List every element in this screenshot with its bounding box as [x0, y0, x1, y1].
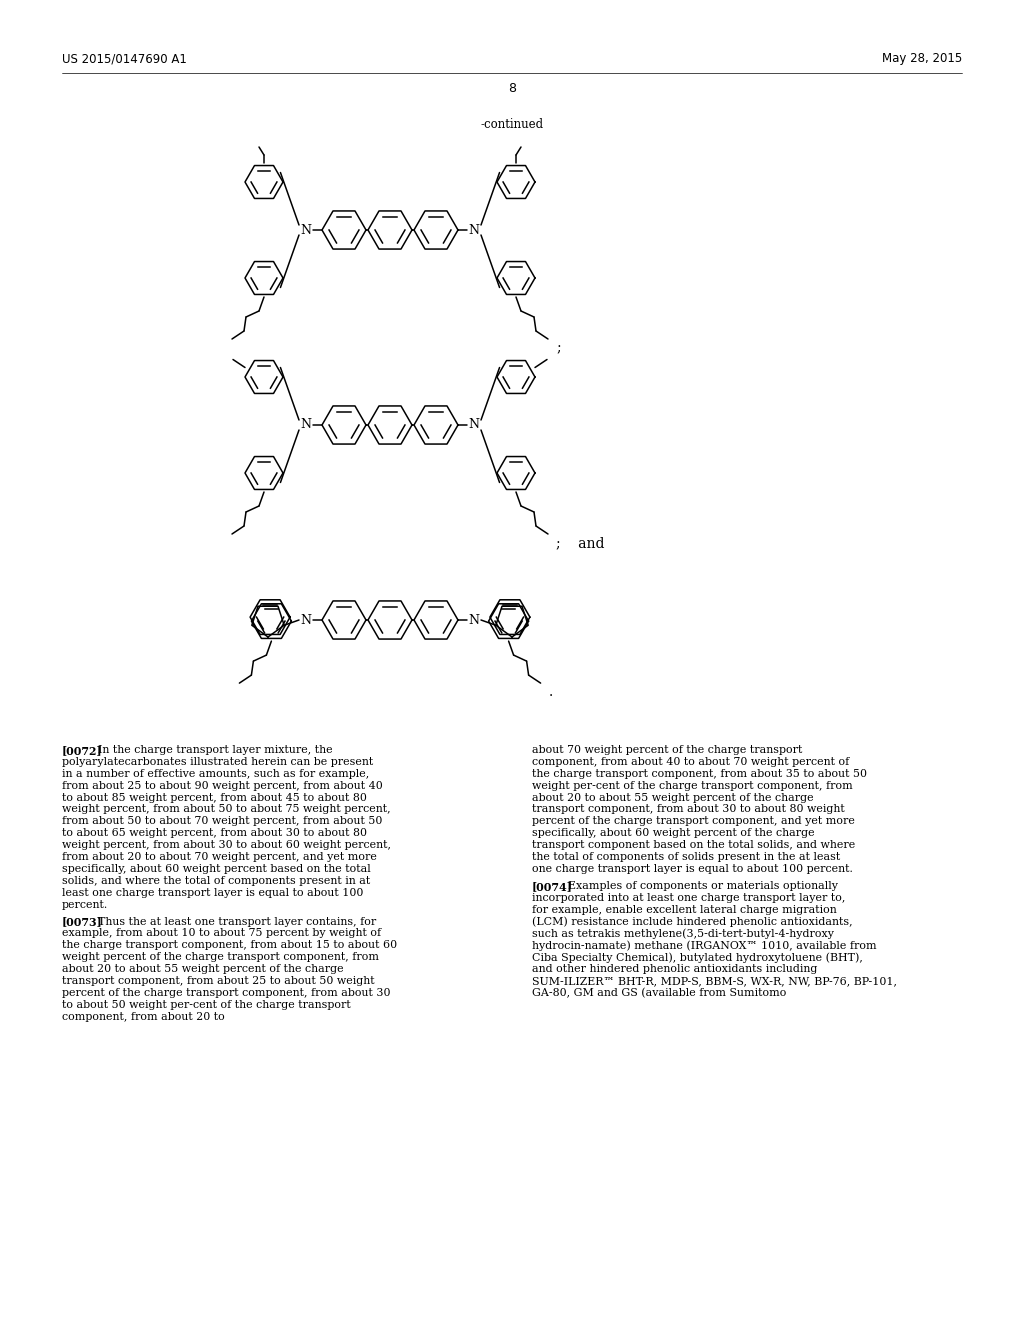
Text: percent.: percent. — [62, 900, 109, 909]
Text: one charge transport layer is equal to about 100 percent.: one charge transport layer is equal to a… — [532, 865, 853, 874]
Text: component, from about 20 to: component, from about 20 to — [62, 1012, 224, 1022]
Text: N: N — [300, 223, 311, 236]
Text: least one charge transport layer is equal to about 100: least one charge transport layer is equa… — [62, 888, 364, 898]
Text: .: . — [549, 685, 553, 700]
Text: [0074]: [0074] — [532, 880, 572, 892]
Text: transport component based on the total solids, and where: transport component based on the total s… — [532, 841, 855, 850]
Text: Thus the at least one transport layer contains, for: Thus the at least one transport layer co… — [98, 916, 376, 927]
Text: weight percent, from about 30 to about 60 weight percent,: weight percent, from about 30 to about 6… — [62, 841, 391, 850]
Text: [0073]: [0073] — [62, 916, 102, 928]
Text: percent of the charge transport component, and yet more: percent of the charge transport componen… — [532, 816, 855, 826]
Text: solids, and where the total of components present in at: solids, and where the total of component… — [62, 876, 371, 886]
Text: about 20 to about 55 weight percent of the charge: about 20 to about 55 weight percent of t… — [62, 964, 344, 974]
Text: the charge transport component, from about 35 to about 50: the charge transport component, from abo… — [532, 768, 867, 779]
Text: in a number of effective amounts, such as for example,: in a number of effective amounts, such a… — [62, 768, 370, 779]
Text: GA-80, GM and GS (available from Sumitomo: GA-80, GM and GS (available from Sumitom… — [532, 987, 786, 998]
Text: to about 65 weight percent, from about 30 to about 80: to about 65 weight percent, from about 3… — [62, 829, 367, 838]
Text: about 70 weight percent of the charge transport: about 70 weight percent of the charge tr… — [532, 744, 803, 755]
Text: percent of the charge transport component, from about 30: percent of the charge transport componen… — [62, 987, 390, 998]
Text: Ciba Specialty Chemical), butylated hydroxytoluene (BHT),: Ciba Specialty Chemical), butylated hydr… — [532, 952, 863, 962]
Text: from about 50 to about 70 weight percent, from about 50: from about 50 to about 70 weight percent… — [62, 816, 382, 826]
Text: and other hindered phenolic antioxidants including: and other hindered phenolic antioxidants… — [532, 964, 817, 974]
Text: May 28, 2015: May 28, 2015 — [882, 51, 962, 65]
Text: In the charge transport layer mixture, the: In the charge transport layer mixture, t… — [98, 744, 333, 755]
Text: N: N — [300, 418, 311, 432]
Text: ;    and: ; and — [556, 536, 604, 550]
Text: 8: 8 — [508, 82, 516, 95]
Text: specifically, about 60 weight percent of the charge: specifically, about 60 weight percent of… — [532, 829, 815, 838]
Text: hydrocin-namate) methane (IRGANOX™ 1010, available from: hydrocin-namate) methane (IRGANOX™ 1010,… — [532, 940, 877, 950]
Text: example, from about 10 to about 75 percent by weight of: example, from about 10 to about 75 perce… — [62, 928, 381, 939]
Text: to about 50 weight per-cent of the charge transport: to about 50 weight per-cent of the charg… — [62, 1001, 351, 1010]
Text: the charge transport component, from about 15 to about 60: the charge transport component, from abo… — [62, 940, 397, 950]
Text: from about 25 to about 90 weight percent, from about 40: from about 25 to about 90 weight percent… — [62, 780, 383, 791]
Text: transport component, from about 25 to about 50 weight: transport component, from about 25 to ab… — [62, 975, 375, 986]
Text: weight percent of the charge transport component, from: weight percent of the charge transport c… — [62, 952, 379, 962]
Text: for example, enable excellent lateral charge migration: for example, enable excellent lateral ch… — [532, 904, 837, 915]
Text: such as tetrakis methylene(3,5-di-tert-butyl-4-hydroxy: such as tetrakis methylene(3,5-di-tert-b… — [532, 928, 834, 939]
Text: from about 20 to about 70 weight percent, and yet more: from about 20 to about 70 weight percent… — [62, 853, 377, 862]
Text: the total of components of solids present in the at least: the total of components of solids presen… — [532, 853, 841, 862]
Text: N: N — [469, 614, 479, 627]
Text: SUM-ILIZER™ BHT-R, MDP-S, BBM-S, WX-R, NW, BP-76, BP-101,: SUM-ILIZER™ BHT-R, MDP-S, BBM-S, WX-R, N… — [532, 975, 897, 986]
Text: N: N — [300, 614, 311, 627]
Text: component, from about 40 to about 70 weight percent of: component, from about 40 to about 70 wei… — [532, 756, 849, 767]
Text: specifically, about 60 weight percent based on the total: specifically, about 60 weight percent ba… — [62, 865, 371, 874]
Text: -continued: -continued — [480, 117, 544, 131]
Text: (LCM) resistance include hindered phenolic antioxidants,: (LCM) resistance include hindered phenol… — [532, 916, 853, 927]
Text: polyarylatecarbonates illustrated herein can be present: polyarylatecarbonates illustrated herein… — [62, 756, 374, 767]
Text: to about 85 weight percent, from about 45 to about 80: to about 85 weight percent, from about 4… — [62, 792, 367, 803]
Text: US 2015/0147690 A1: US 2015/0147690 A1 — [62, 51, 186, 65]
Text: ;: ; — [556, 341, 560, 355]
Text: transport component, from about 30 to about 80 weight: transport component, from about 30 to ab… — [532, 804, 845, 814]
Text: incorporated into at least one charge transport layer to,: incorporated into at least one charge tr… — [532, 892, 846, 903]
Text: N: N — [469, 223, 479, 236]
Text: Examples of components or materials optionally: Examples of components or materials opti… — [568, 880, 838, 891]
Text: about 20 to about 55 weight percent of the charge: about 20 to about 55 weight percent of t… — [532, 792, 814, 803]
Text: N: N — [469, 418, 479, 432]
Text: [0072]: [0072] — [62, 744, 102, 756]
Text: weight per-cent of the charge transport component, from: weight per-cent of the charge transport … — [532, 780, 853, 791]
Text: weight percent, from about 50 to about 75 weight percent,: weight percent, from about 50 to about 7… — [62, 804, 390, 814]
